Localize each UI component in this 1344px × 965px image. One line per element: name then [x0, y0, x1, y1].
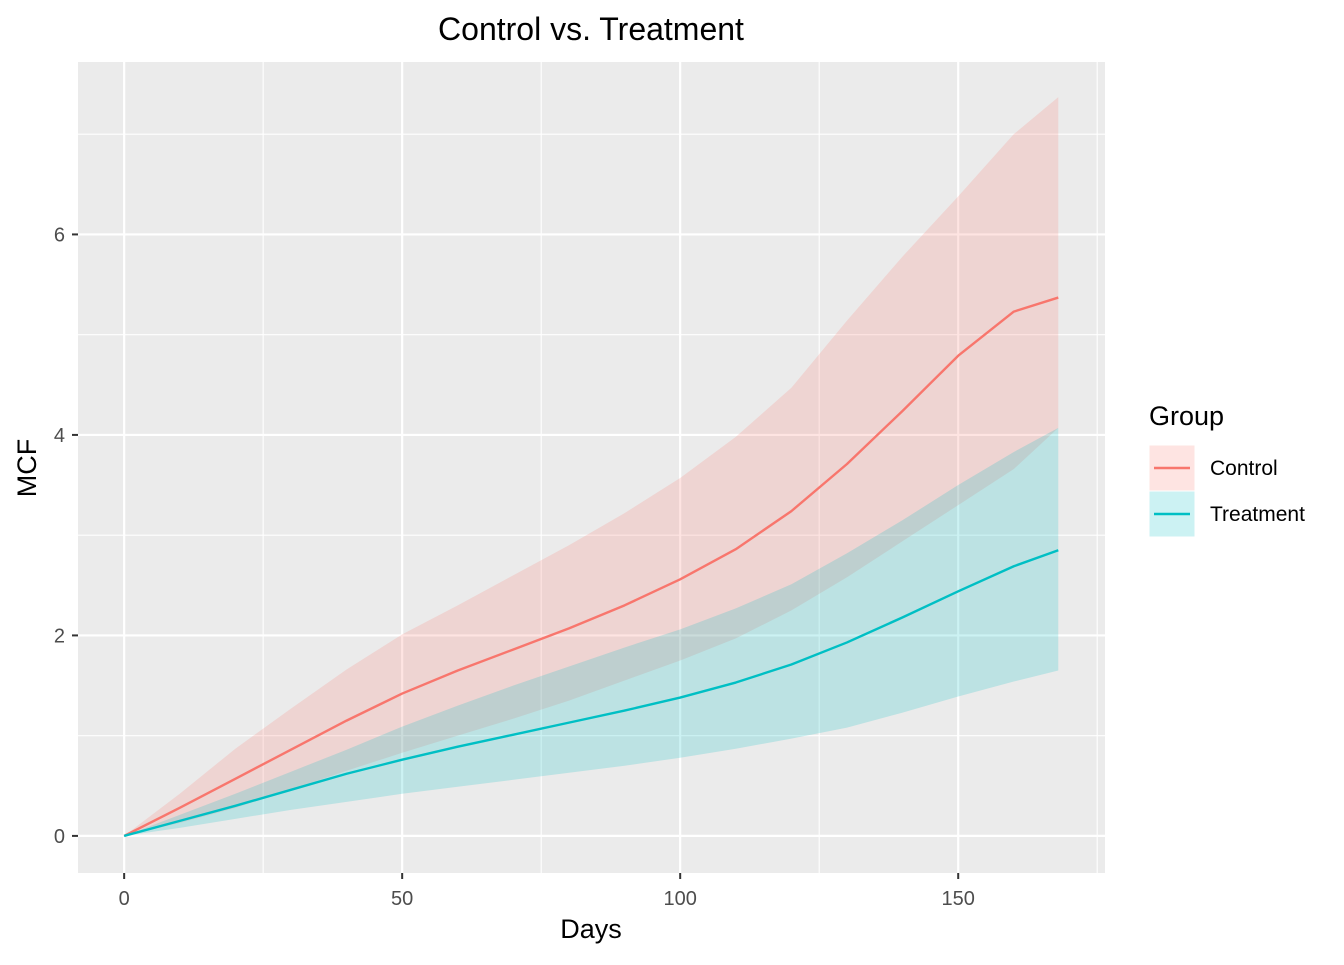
x-axis-title: Days: [560, 914, 622, 944]
y-tick-label: 4: [54, 425, 65, 447]
x-tick-label: 150: [942, 888, 975, 910]
plot-background: [78, 62, 1105, 873]
series-line-control: [123, 296, 1059, 837]
chart-title: Control vs. Treatment: [438, 11, 744, 47]
x-tick-label: 100: [664, 888, 697, 910]
legend-label-control: Control: [1210, 457, 1278, 480]
series-line-treatment: [123, 549, 1059, 838]
legend-label-treatment: Treatment: [1210, 503, 1305, 526]
x-tick-label: 0: [119, 888, 130, 910]
y-tick-label: 6: [54, 224, 65, 246]
y-tick-label: 2: [54, 625, 65, 647]
plot-area: [78, 62, 1105, 873]
legend: Group Control Treatment: [1148, 401, 1305, 538]
y-tick-label: 0: [54, 826, 65, 848]
confidence-band-control: [124, 97, 1059, 836]
y-axis-title: MCF: [12, 439, 42, 497]
legend-title: Group: [1149, 401, 1224, 431]
x-tick-label: 50: [391, 888, 413, 910]
